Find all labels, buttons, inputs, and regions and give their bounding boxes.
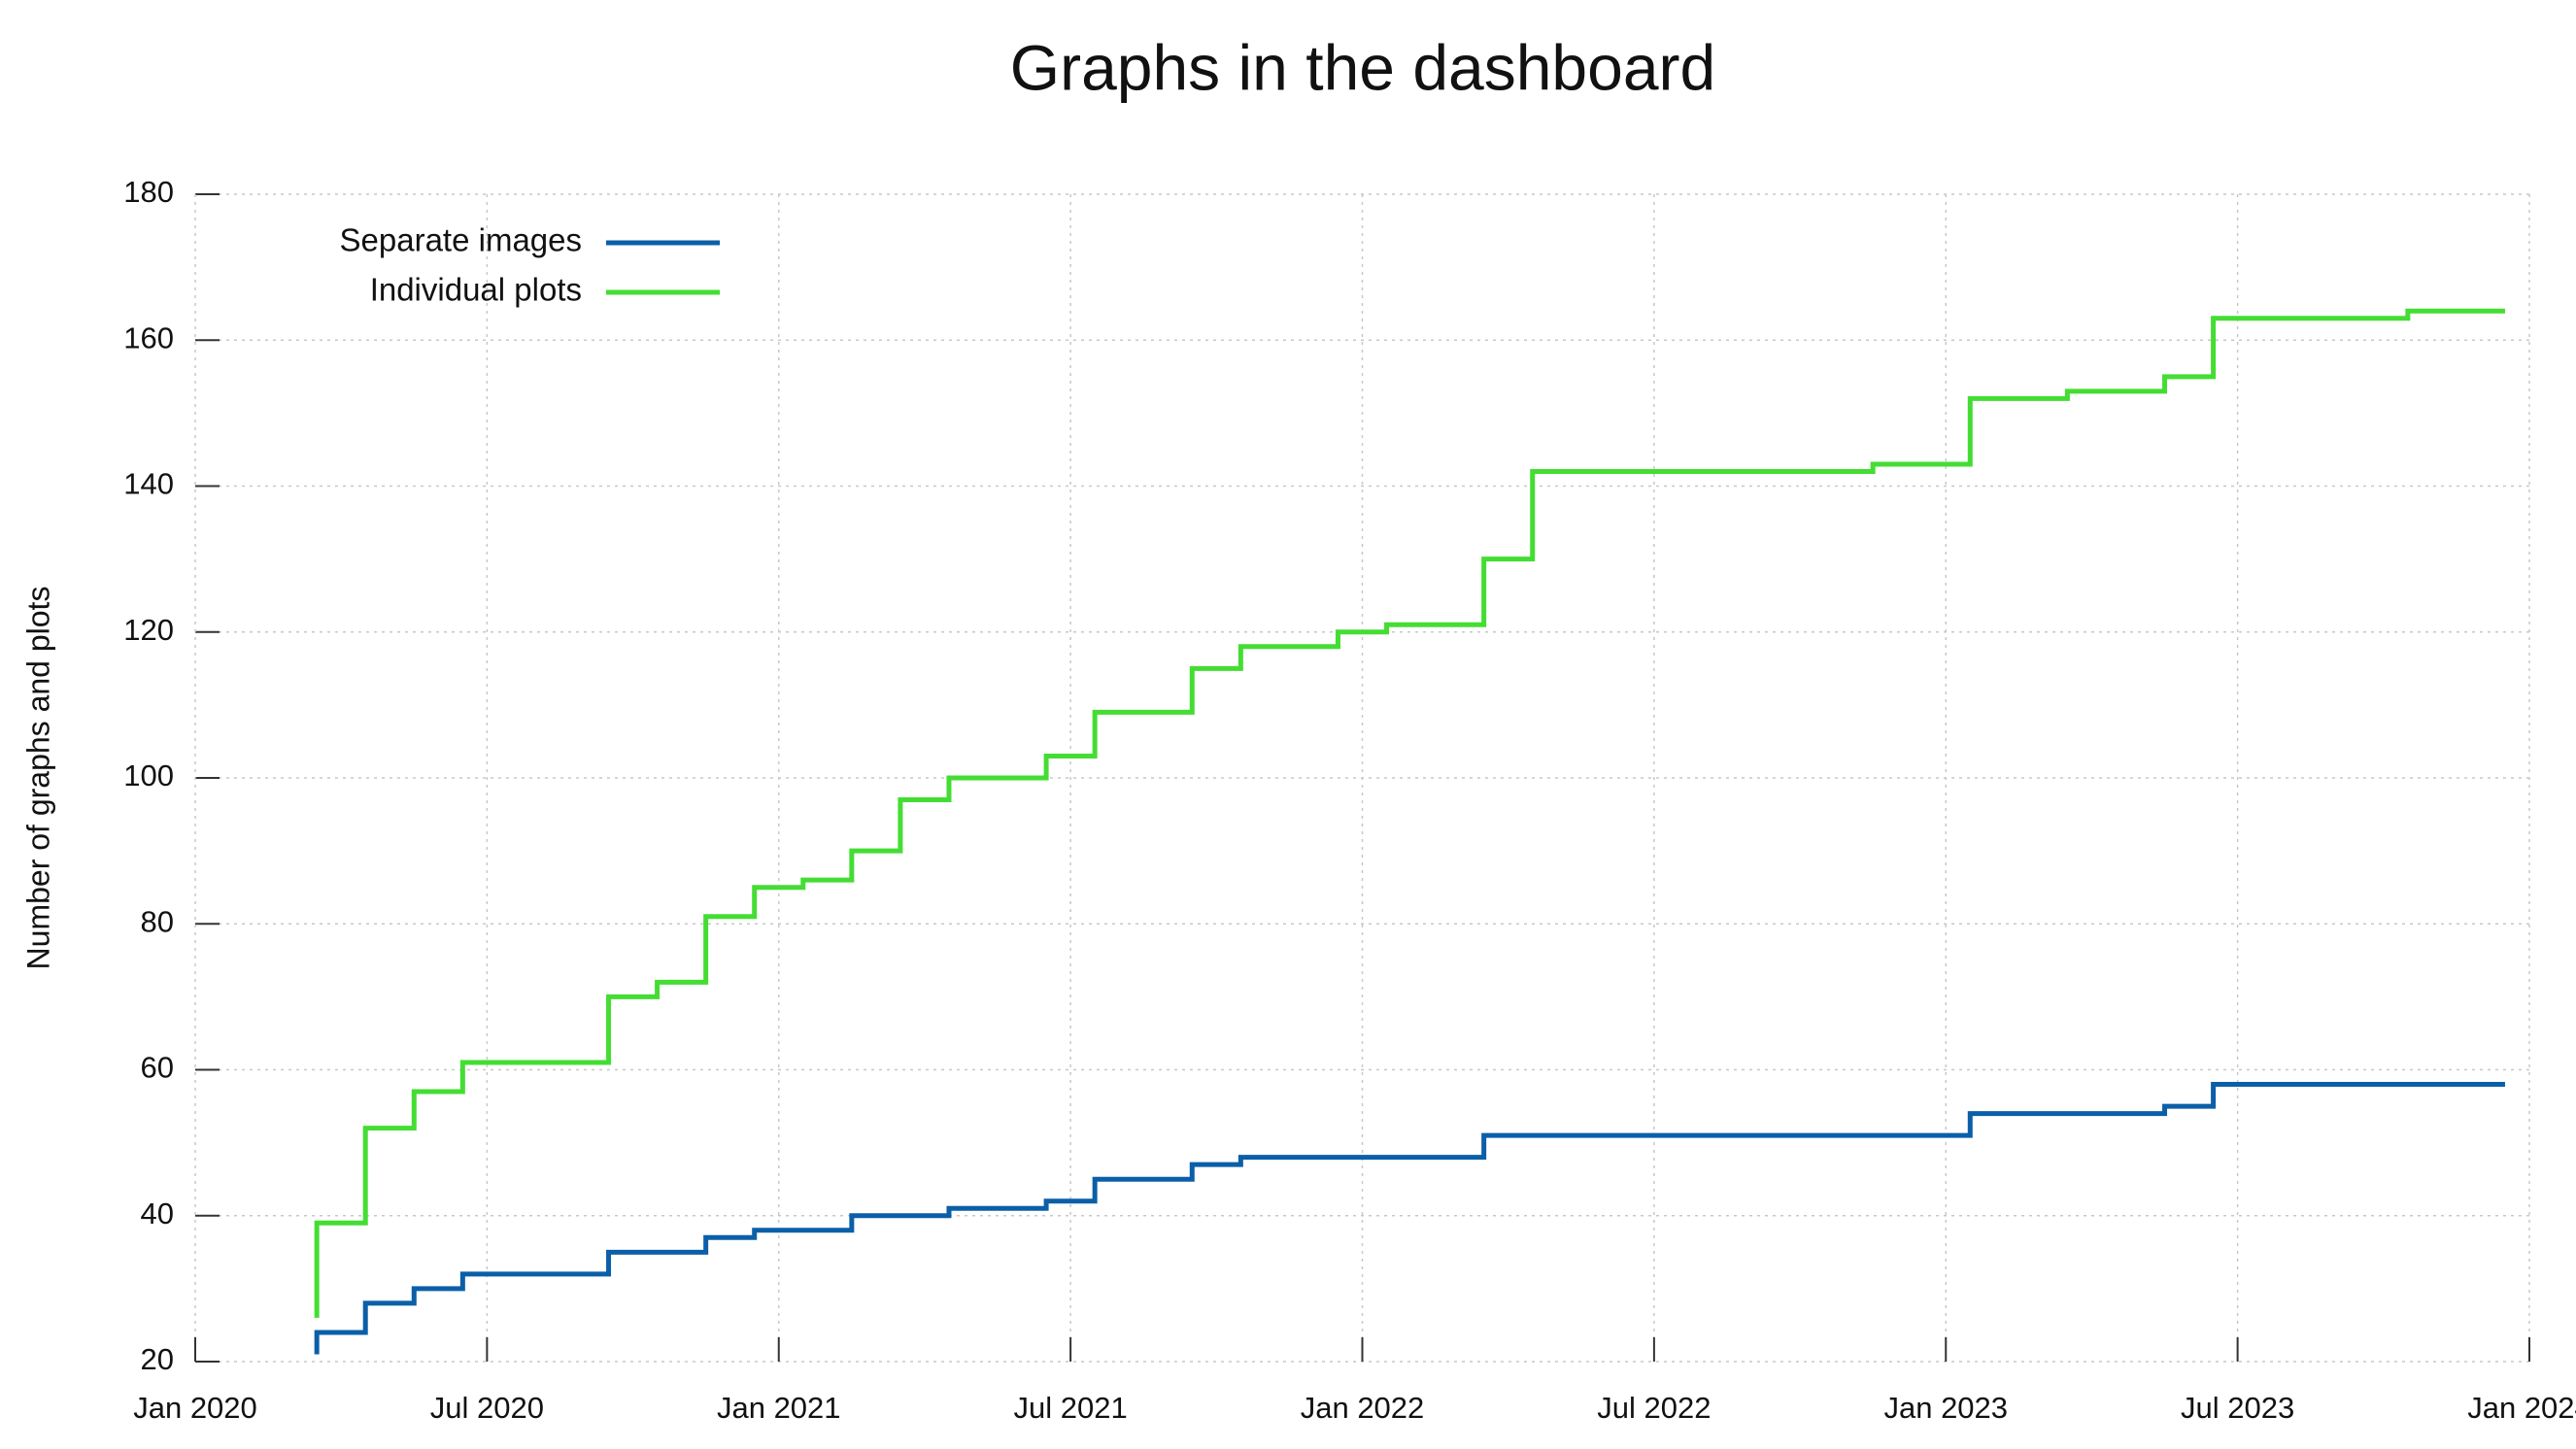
- y-tick-label: 20: [141, 1342, 174, 1376]
- x-tick-label: Jan 2022: [1301, 1391, 1425, 1425]
- y-tick-label: 60: [141, 1051, 174, 1085]
- x-tick-label: Jan 2020: [133, 1391, 257, 1425]
- series-line: [314, 308, 2505, 1318]
- y-tick-label: 120: [123, 613, 174, 647]
- y-tick-label: 80: [141, 904, 174, 938]
- legend-label: Separate images: [340, 222, 582, 258]
- x-tick-label: Jul 2021: [1014, 1391, 1128, 1425]
- series-line: [314, 1082, 2505, 1355]
- x-tick-label: Jan 2023: [1883, 1391, 2008, 1425]
- legend-label: Individual plots: [370, 272, 582, 308]
- x-tick-label: Jul 2023: [2181, 1391, 2294, 1425]
- y-tick-label: 140: [123, 467, 174, 501]
- y-axis-label: Number of graphs and plots: [20, 587, 55, 970]
- chart-title: Graphs in the dashboard: [1010, 31, 1715, 103]
- y-tick-label: 180: [123, 175, 174, 209]
- y-tick-label: 100: [123, 758, 174, 792]
- x-tick-label: Jul 2022: [1597, 1391, 1711, 1425]
- y-tick-label: 40: [141, 1196, 174, 1230]
- y-tick-label: 160: [123, 320, 174, 354]
- x-tick-label: Jan 2024: [2467, 1391, 2576, 1425]
- x-tick-label: Jan 2021: [717, 1391, 841, 1425]
- x-tick-label: Jul 2020: [430, 1391, 544, 1425]
